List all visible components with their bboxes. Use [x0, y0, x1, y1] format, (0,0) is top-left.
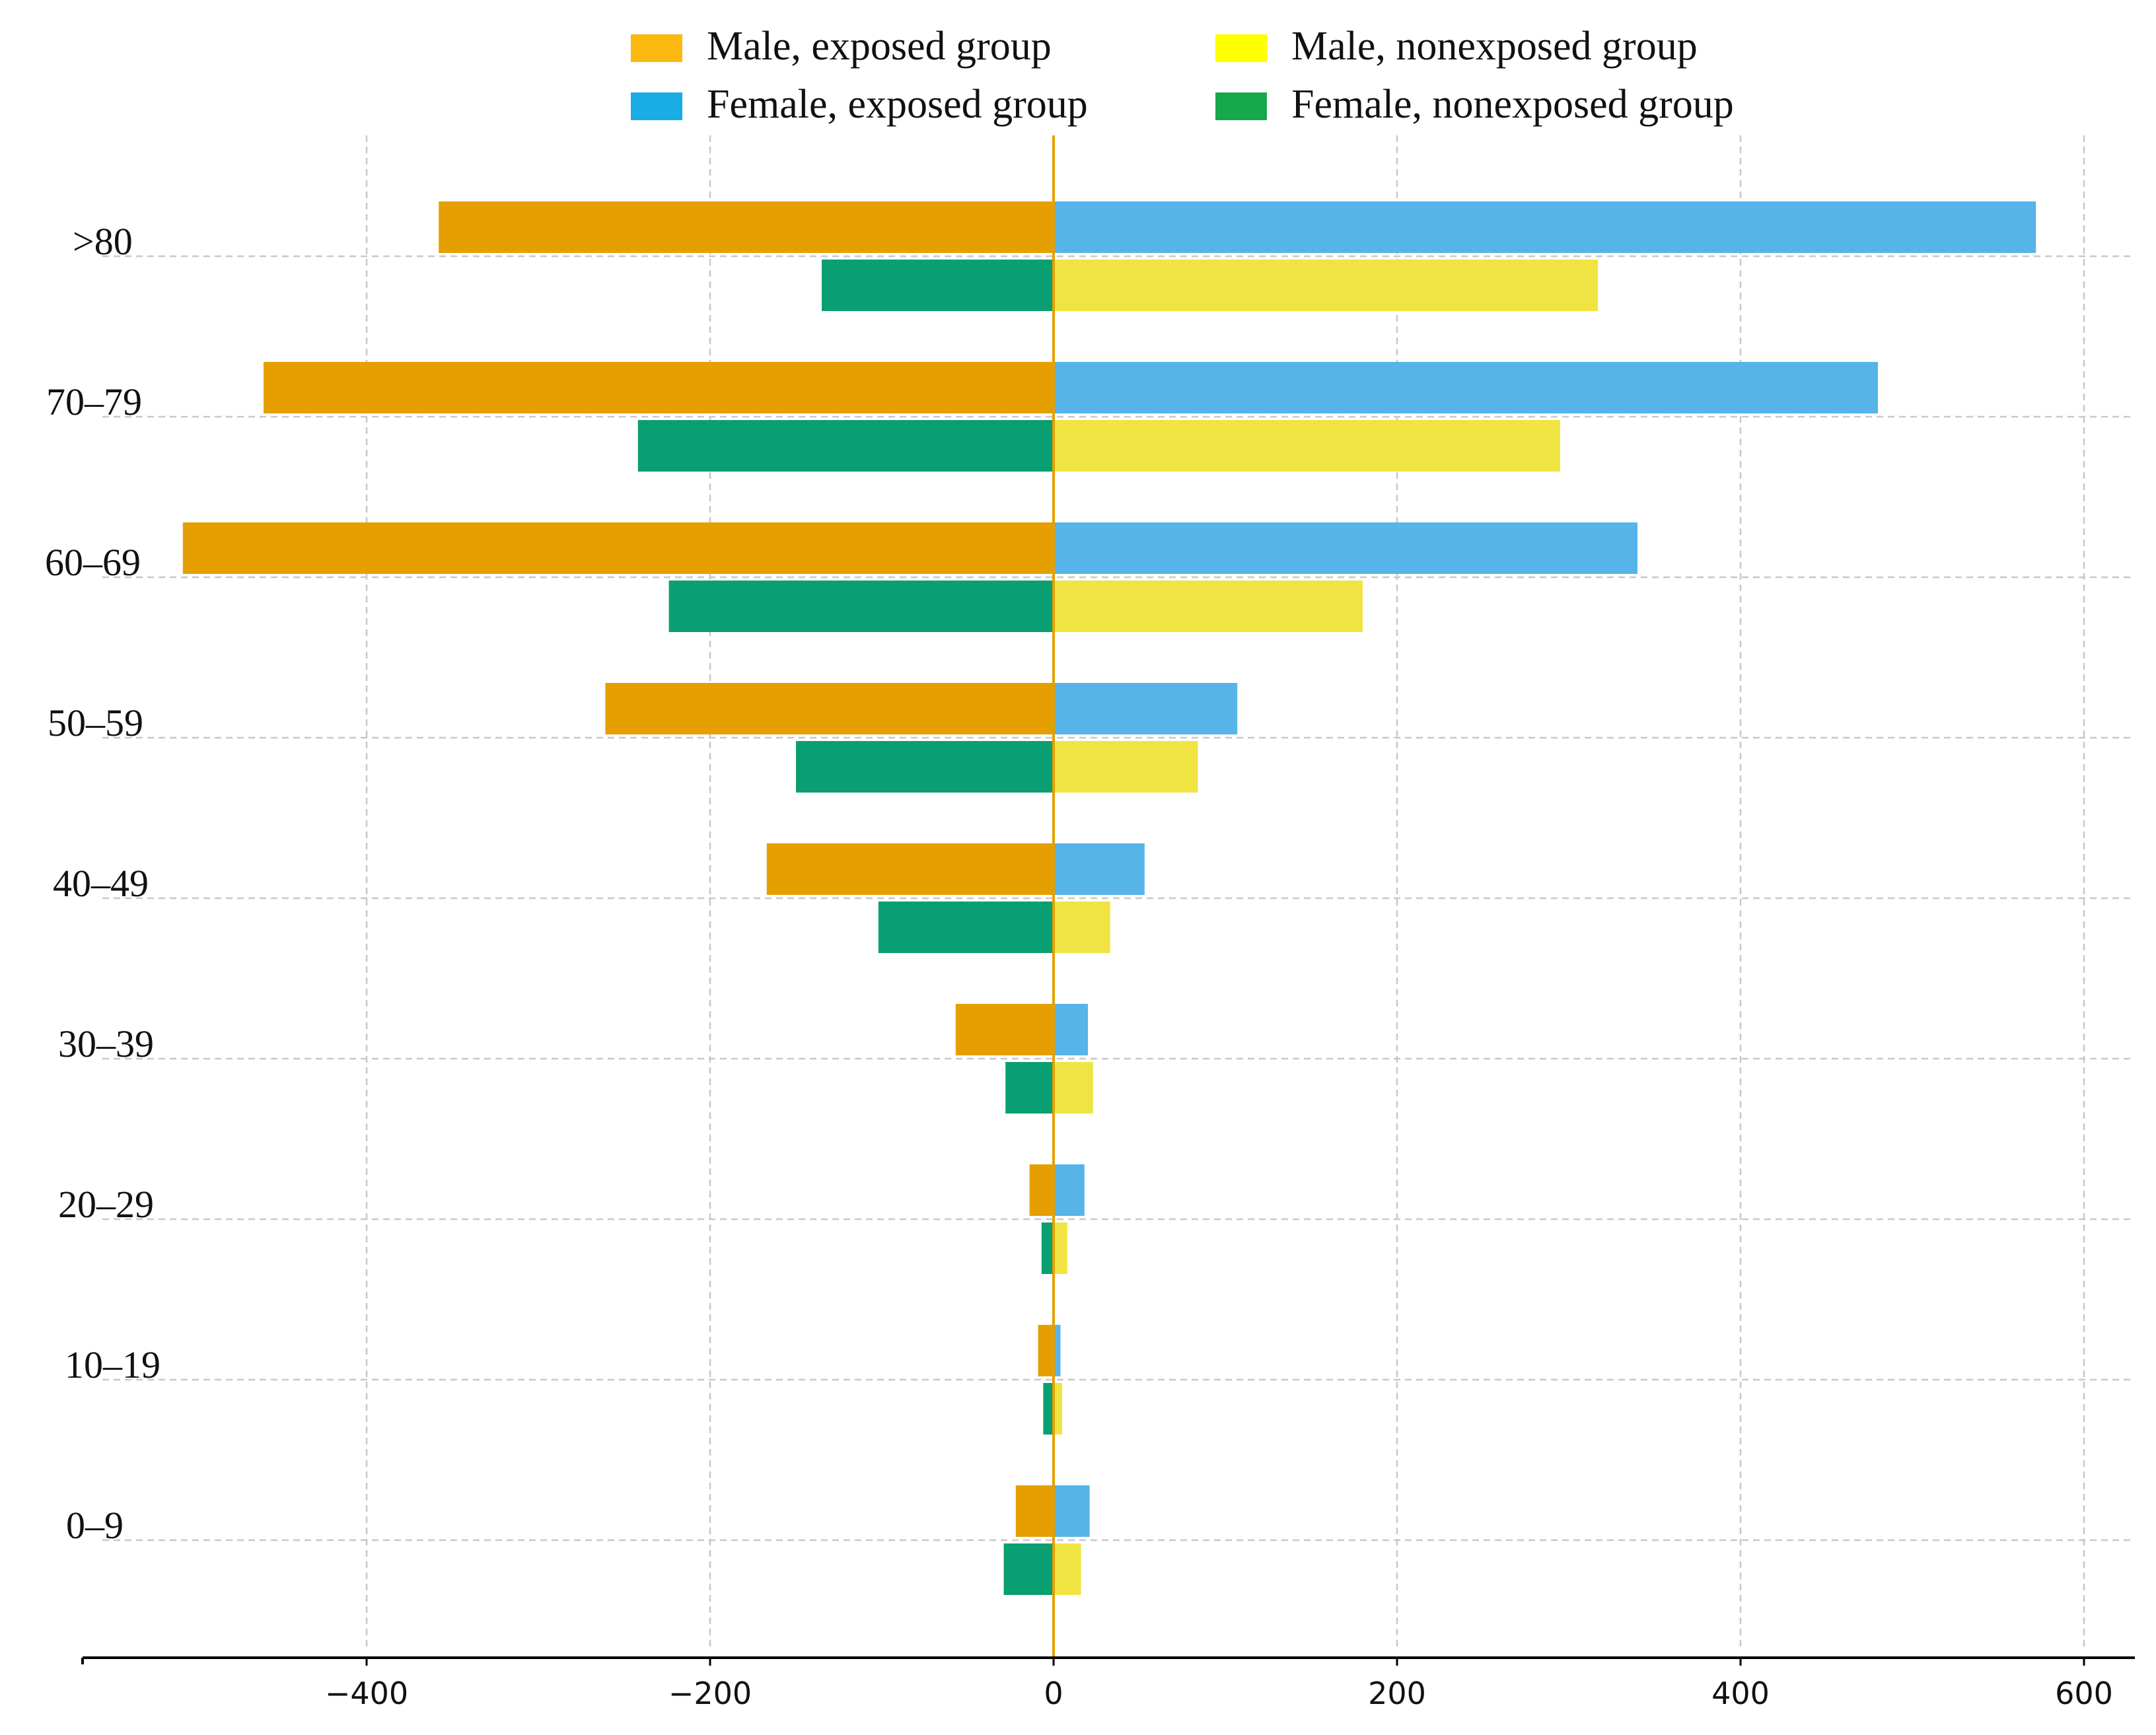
- legend-entry-female-exposed-group: Female, exposed group: [631, 82, 1088, 127]
- legend-swatch-male-exposed-group: [631, 34, 682, 62]
- legend: Male, exposed group Female, exposed group…: [631, 24, 1734, 127]
- x-tick-label-0: −400: [325, 1676, 408, 1711]
- bar-female-nonexposed-group-10-19: [1043, 1383, 1054, 1434]
- bar-male-exposed-group-20-29: [1029, 1164, 1054, 1216]
- legend-swatch-male-nonexposed-group: [1215, 34, 1267, 62]
- category-label-40-49: 40–49: [53, 862, 149, 905]
- category-label-30-39: 30–39: [58, 1022, 154, 1065]
- category-label-20-29: 20–29: [58, 1183, 154, 1226]
- category-labels: >80 70–79 60–69 50–59 40–49 30–39 20–29 10–19 0–…: [45, 220, 161, 1547]
- x-axis: −400 −200 0 200 400 600: [81, 1656, 2135, 1711]
- bar-female-exposed-group-50-59: [1054, 683, 1238, 734]
- bar-female-exposed-group-40-49: [1054, 843, 1145, 895]
- x-tick-label-4: 400: [1711, 1676, 1770, 1711]
- legend-swatch-female-nonexposed-group: [1215, 92, 1267, 120]
- bar-male-nonexposed-group-30-39: [1054, 1062, 1093, 1114]
- legend-swatch-female-exposed-group: [631, 92, 682, 120]
- bar-female-exposed-group-70-79: [1054, 362, 1878, 413]
- category-label-70-79: 70–79: [46, 380, 142, 423]
- legend-label-female-exposed-group: Female, exposed group: [707, 82, 1088, 127]
- x-tick-label-3: 200: [1368, 1676, 1426, 1711]
- bar-female-nonexposed-group-30-39: [1005, 1062, 1054, 1114]
- bar-female-nonexposed-group-40-49: [878, 902, 1054, 953]
- bar-female-nonexposed-group-70-79: [637, 420, 1054, 472]
- category-label-10-19: 10–19: [65, 1343, 161, 1386]
- bar-male-exposed-group-10-19: [1038, 1325, 1054, 1376]
- legend-entry-female-nonexposed-group: Female, nonexposed group: [1215, 82, 1734, 127]
- bar-male-nonexposed-group-70-79: [1054, 420, 1560, 472]
- bar-male-nonexposed-group-0-9: [1054, 1543, 1081, 1595]
- legend-label-male-nonexposed-group: Male, nonexposed group: [1291, 24, 1698, 69]
- bar-female-nonexposed-group-60-69: [668, 581, 1054, 632]
- legend-label-female-nonexposed-group: Female, nonexposed group: [1291, 82, 1734, 127]
- bar-female-nonexposed-group-0-9: [1003, 1543, 1054, 1595]
- bar-male-exposed-group-40-49: [766, 843, 1054, 895]
- bar-male-exposed-group-0-9: [1015, 1485, 1054, 1537]
- bar-male-nonexposed-group-40-49: [1054, 902, 1110, 953]
- bar-female-exposed-group-60-69: [1054, 522, 1637, 574]
- bar-female-exposed-group-10-19: [1054, 1325, 1061, 1376]
- x-tick-label-2: 0: [1044, 1676, 1063, 1711]
- bar-female-exposed-group-20-29: [1054, 1164, 1085, 1216]
- legend-entry-male-nonexposed-group: Male, nonexposed group: [1215, 24, 1698, 69]
- legend-entry-male-exposed-group: Male, exposed group: [631, 24, 1052, 69]
- bar-male-exposed-group-30-39: [955, 1004, 1054, 1055]
- x-tick-label-1: −200: [668, 1676, 752, 1711]
- bar-male-nonexposed-group-20-29: [1054, 1222, 1067, 1274]
- x-tick-label-5: 600: [2055, 1676, 2113, 1711]
- bar-male-exposed-group-80: [439, 201, 1054, 253]
- bar-female-exposed-group-0-9: [1054, 1485, 1090, 1537]
- bar-male-nonexposed-group-50-59: [1054, 741, 1198, 793]
- bar-male-nonexposed-group-60-69: [1054, 581, 1363, 632]
- bar-female-exposed-group-30-39: [1054, 1004, 1088, 1055]
- bar-male-nonexposed-group-10-19: [1054, 1383, 1062, 1434]
- bar-female-nonexposed-group-80: [822, 260, 1054, 311]
- bar-female-nonexposed-group-20-29: [1041, 1222, 1054, 1274]
- category-label-60-69: 60–69: [45, 541, 141, 584]
- bar-female-exposed-group-80: [1054, 201, 2036, 253]
- bar-male-exposed-group-60-69: [182, 522, 1054, 574]
- bar-male-nonexposed-group-80: [1054, 260, 1599, 311]
- bar-female-nonexposed-group-50-59: [796, 741, 1054, 793]
- category-label-0-9: 0–9: [66, 1504, 124, 1547]
- category-label-50-59: 50–59: [48, 701, 143, 744]
- bar-male-exposed-group-50-59: [605, 683, 1054, 734]
- category-label-80: >80: [73, 220, 133, 263]
- bar-male-exposed-group-70-79: [264, 362, 1054, 413]
- bar-layer: [182, 135, 2036, 1658]
- legend-label-male-exposed-group: Male, exposed group: [707, 24, 1052, 69]
